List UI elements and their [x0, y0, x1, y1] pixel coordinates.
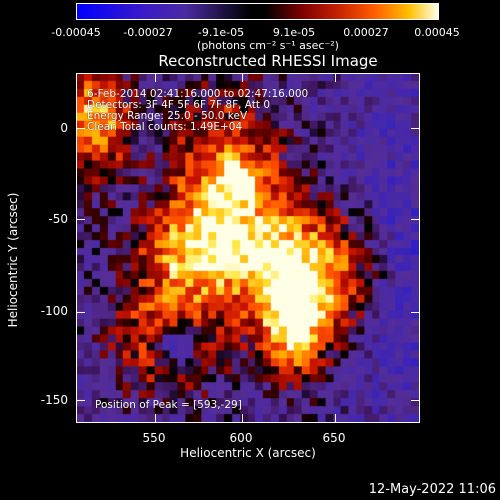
y-tick-label: -50	[48, 212, 68, 226]
rhessi-image-plot: 6-Feb-2014 02:41:16.000 to 02:47:16.000 …	[76, 73, 420, 423]
colorbar-tick-label: 0.00045	[414, 26, 460, 39]
colorbar-tick-label: -0.00027	[123, 26, 173, 39]
x-axis-tick-top	[335, 74, 336, 82]
y-axis-label: Heliocentric Y (arcsec)	[6, 192, 20, 328]
colorbar-tick-label: -9.1e-05	[197, 26, 245, 39]
y-axis-tick-right	[411, 312, 419, 313]
y-axis-tick	[77, 312, 85, 313]
info-line-detectors: Detectors: 3F 4F 5F 6F 7F 8F, Att 0	[87, 99, 271, 111]
y-axis-tick	[77, 400, 85, 401]
colorbar-tick-label: 9.1e-05	[272, 26, 316, 39]
y-axis-tick	[77, 219, 85, 220]
y-axis-tick-right	[411, 128, 419, 129]
info-line-time-range: 6-Feb-2014 02:41:16.000 to 02:47:16.000	[87, 88, 309, 100]
plot-title: Reconstructed RHESSI Image	[158, 52, 378, 70]
x-tick-label: 600	[229, 431, 253, 445]
x-axis-tick	[335, 414, 336, 422]
colorbar	[76, 3, 439, 20]
colorbar-unit-label: (photons cm⁻² s⁻¹ asec⁻²)	[197, 39, 339, 52]
colorbar-tick-label: 0.00027	[343, 26, 389, 39]
y-axis-tick-right	[411, 400, 419, 401]
x-axis-tick-top	[242, 74, 243, 82]
y-tick-label: -100	[40, 304, 68, 318]
info-line-energy: Energy Range: 25.0 - 50.0 keV	[87, 110, 248, 122]
peak-position-label: Position of Peak = [593,-29]	[95, 399, 242, 411]
info-line-counts: Clean Total counts: 1.49E+04	[87, 121, 243, 133]
plot-timestamp: 12-May-2022 11:06	[368, 482, 496, 497]
colorbar-tick-label: -0.00045	[51, 26, 101, 39]
y-axis-tick	[77, 128, 85, 129]
x-axis-tick-top	[155, 74, 156, 82]
y-tick-label: -150	[40, 393, 68, 407]
x-axis-label: Heliocentric X (arcsec)	[180, 446, 316, 460]
x-tick-label: 650	[322, 431, 346, 445]
x-tick-label: 550	[142, 431, 166, 445]
rhessi-image	[77, 74, 419, 422]
y-tick-label: 0	[60, 121, 68, 135]
x-axis-tick	[155, 414, 156, 422]
x-axis-tick	[242, 414, 243, 422]
y-axis-tick-right	[411, 219, 419, 220]
